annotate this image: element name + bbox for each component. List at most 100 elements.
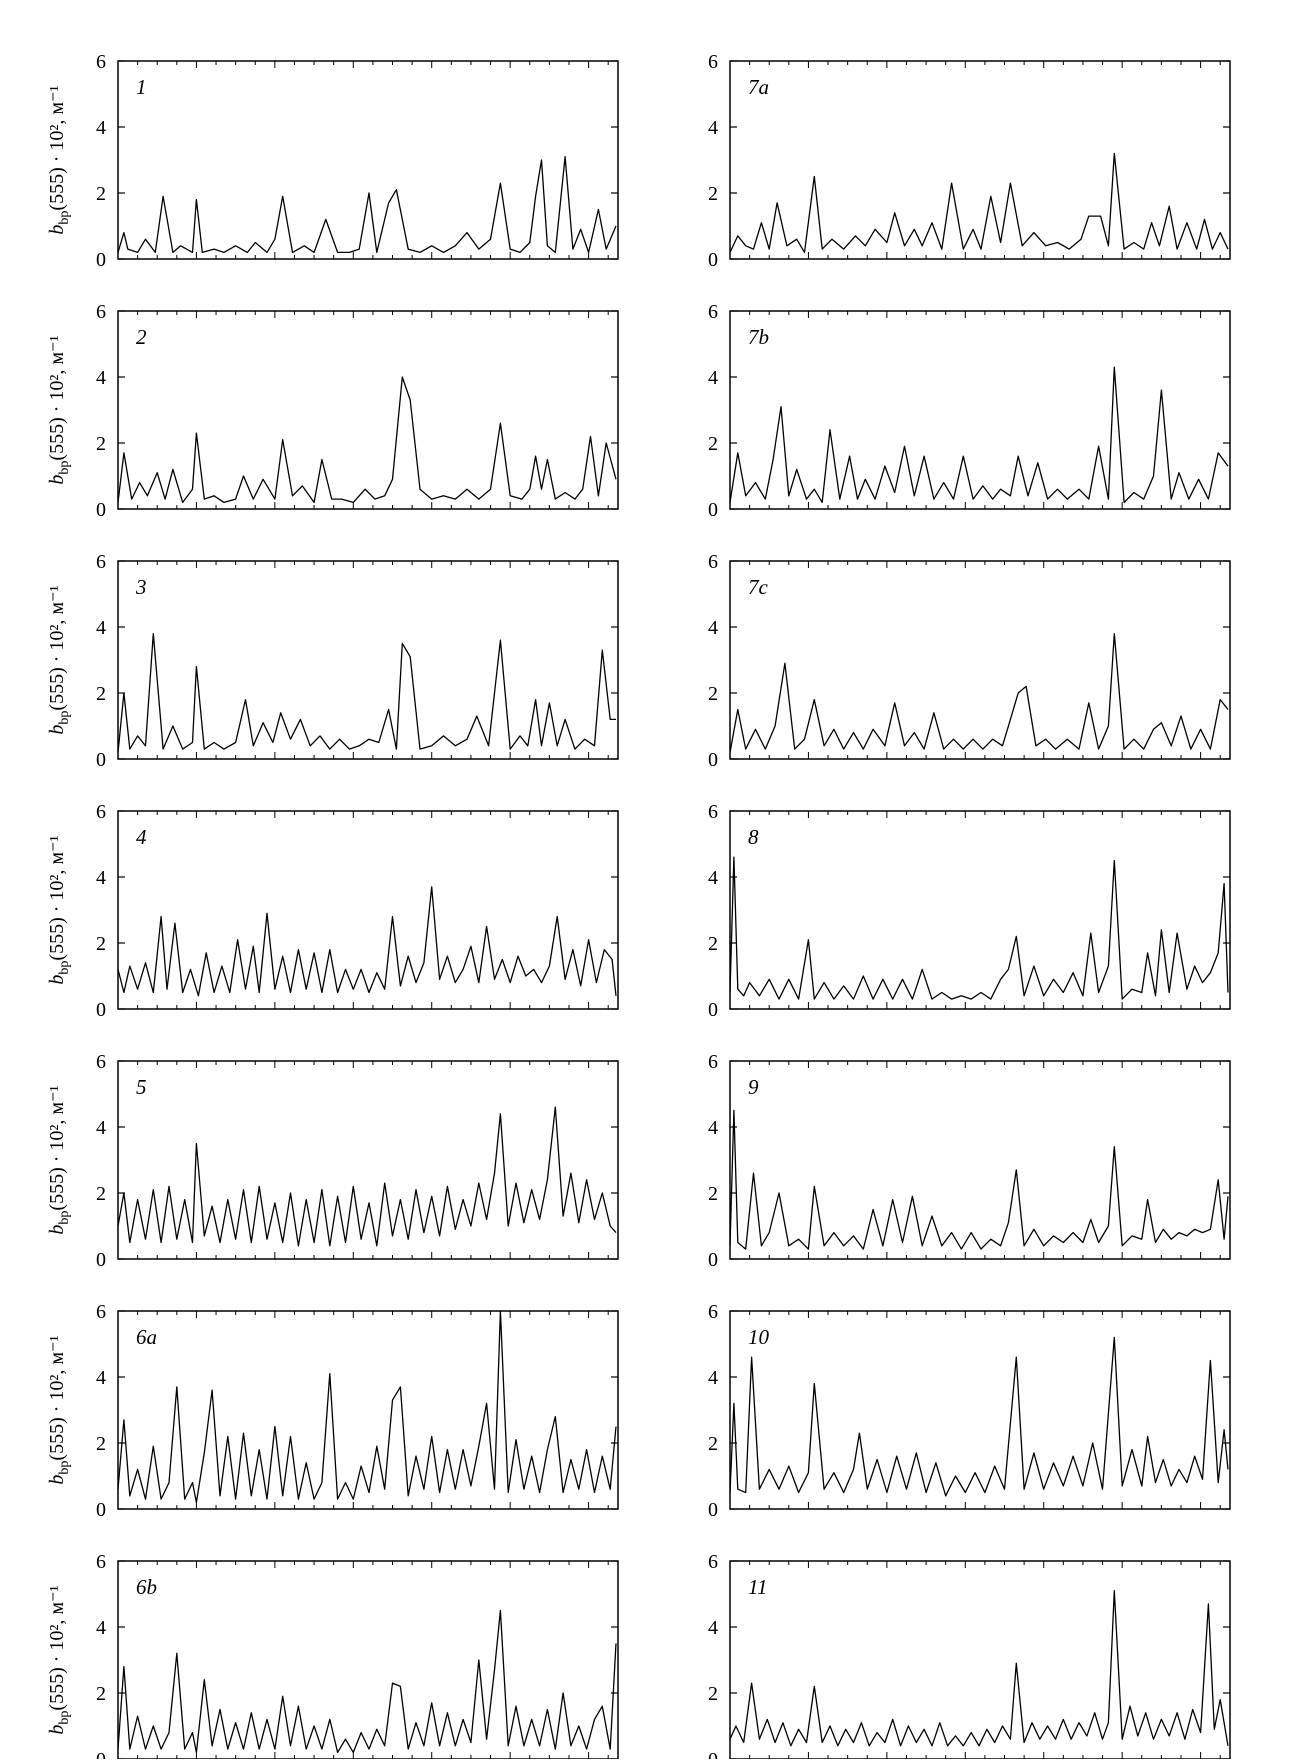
series-line	[117, 1310, 617, 1504]
y-tick-label: 6	[708, 1301, 718, 1323]
panel-label: 8	[748, 825, 759, 849]
plot-frame	[729, 310, 1231, 510]
panel-6a: 0 2 4 6 6a bbp(555) · 10², м⁻¹	[46, 1301, 619, 1521]
series-line	[117, 886, 617, 997]
y-tick-label: 4	[708, 367, 718, 389]
y-tick-label: 6	[708, 801, 718, 823]
y-tick-label: 0	[708, 1499, 718, 1521]
plot-frame	[117, 560, 619, 760]
y-axis-label: bbp(555) · 10², м⁻¹	[46, 585, 72, 734]
plot-frame	[117, 1310, 619, 1510]
y-tick-label: 6	[96, 551, 106, 573]
plot-frame	[729, 1060, 1231, 1260]
plot-frame	[729, 560, 1231, 760]
y-tick-label: 0	[96, 1749, 106, 1759]
y-tick-label: 2	[96, 1433, 106, 1455]
y-tick-label: 2	[708, 183, 718, 205]
panel-2: 0 2 4 6 2 bbp(555) · 10², м⁻¹	[46, 301, 619, 521]
y-axis-label: bbp(555) · 10², м⁻¹	[46, 335, 72, 484]
series-line	[729, 856, 1229, 1000]
y-tick-label: 4	[708, 617, 718, 639]
panel-10: 0 2 4 6 10	[708, 1301, 1231, 1521]
panel-label: 2	[136, 325, 147, 349]
panel-label: 5	[136, 1075, 147, 1099]
y-tick-label: 4	[708, 1367, 718, 1389]
plot-frame	[117, 1060, 619, 1260]
y-tick-label: 0	[96, 499, 106, 521]
panel-label: 7b	[748, 325, 769, 349]
y-tick-label: 0	[96, 749, 106, 771]
series-line	[729, 1336, 1229, 1497]
panel-label: 1	[136, 75, 147, 99]
y-tick-label: 0	[96, 1499, 106, 1521]
y-tick-label: 4	[96, 617, 106, 639]
y-tick-label: 4	[708, 117, 718, 139]
y-tick-label: 4	[708, 1117, 718, 1139]
y-tick-label: 2	[708, 1683, 718, 1705]
y-tick-label: 6	[96, 51, 106, 73]
y-tick-label: 2	[708, 933, 718, 955]
y-tick-label: 2	[96, 183, 106, 205]
panel-6b: 024619982002200620102014201820226bbbp(55…	[46, 1551, 619, 1764]
y-axis-label: bbp(555) · 10², м⁻¹	[46, 1335, 72, 1484]
y-tick-label: 0	[708, 1249, 718, 1271]
y-tick-label: 4	[708, 1617, 718, 1639]
y-tick-label: 6	[96, 1551, 106, 1573]
panel-8: 0 2 4 6 8	[708, 801, 1231, 1021]
plot-frame	[117, 310, 619, 510]
series-line	[729, 366, 1229, 504]
y-tick-label: 0	[708, 749, 718, 771]
series-line	[117, 376, 617, 504]
y-tick-label: 6	[96, 1301, 106, 1323]
plot-frame	[729, 810, 1231, 1010]
y-axis-label: bbp(555) · 10², м⁻¹	[46, 1585, 72, 1734]
y-tick-label: 2	[96, 1183, 106, 1205]
panel-9: 0 2 4 6 9	[708, 1051, 1231, 1271]
panel-label: 6b	[136, 1575, 157, 1599]
plot-frame	[117, 810, 619, 1010]
y-tick-label: 0	[96, 249, 106, 271]
y-tick-label: 6	[708, 1551, 718, 1573]
panel-4: 0 2 4 6 4 bbp(555) · 10², м⁻¹	[46, 801, 619, 1021]
series-line	[117, 1609, 617, 1754]
panel-1: 0 2 4 6 1 bbp(555) · 10², м⁻¹	[46, 51, 619, 271]
y-tick-label: 4	[96, 367, 106, 389]
panel-3: 0 2 4 6 3 bbp(555) · 10², м⁻¹	[46, 551, 619, 771]
panel-label: 3	[135, 575, 147, 599]
series-line	[117, 1106, 617, 1247]
y-tick-label: 2	[708, 1183, 718, 1205]
y-tick-label: 0	[96, 1249, 106, 1271]
y-tick-label: 0	[708, 499, 718, 521]
y-tick-label: 6	[708, 1051, 718, 1073]
y-axis-label: bbp(555) · 10², м⁻¹	[46, 1085, 72, 1234]
y-tick-label: 4	[708, 867, 718, 889]
panel-5: 0 2 4 6 5 bbp(555) · 10², м⁻¹	[46, 1051, 619, 1271]
panel-label: 4	[136, 825, 147, 849]
panel-label: 7c	[748, 575, 769, 599]
plot-frame	[117, 60, 619, 260]
panel-label: 7a	[748, 75, 769, 99]
plot-frame	[729, 1310, 1231, 1510]
y-tick-label: 6	[708, 551, 718, 573]
series-line	[729, 152, 1229, 254]
series-line	[729, 1590, 1229, 1747]
plot-frame	[729, 60, 1231, 260]
y-tick-label: 6	[96, 1051, 106, 1073]
panel-7b: 0 2 4 6 7b	[708, 301, 1231, 521]
y-tick-label: 4	[96, 1117, 106, 1139]
y-tick-label: 0	[708, 249, 718, 271]
series-line	[729, 1109, 1229, 1250]
y-tick-label: 6	[96, 301, 106, 323]
y-tick-label: 0	[96, 999, 106, 1021]
y-tick-label: 4	[96, 1617, 106, 1639]
y-tick-label: 0	[708, 999, 718, 1021]
y-tick-label: 4	[96, 117, 106, 139]
series-line	[117, 156, 617, 254]
y-axis-label: bbp(555) · 10², м⁻¹	[46, 85, 72, 234]
y-tick-label: 0	[708, 1749, 718, 1759]
panel-label: 11	[748, 1575, 767, 1599]
panel-7c: 0 2 4 6 7c	[708, 551, 1231, 771]
y-tick-label: 6	[708, 51, 718, 73]
y-tick-label: 4	[96, 1367, 106, 1389]
